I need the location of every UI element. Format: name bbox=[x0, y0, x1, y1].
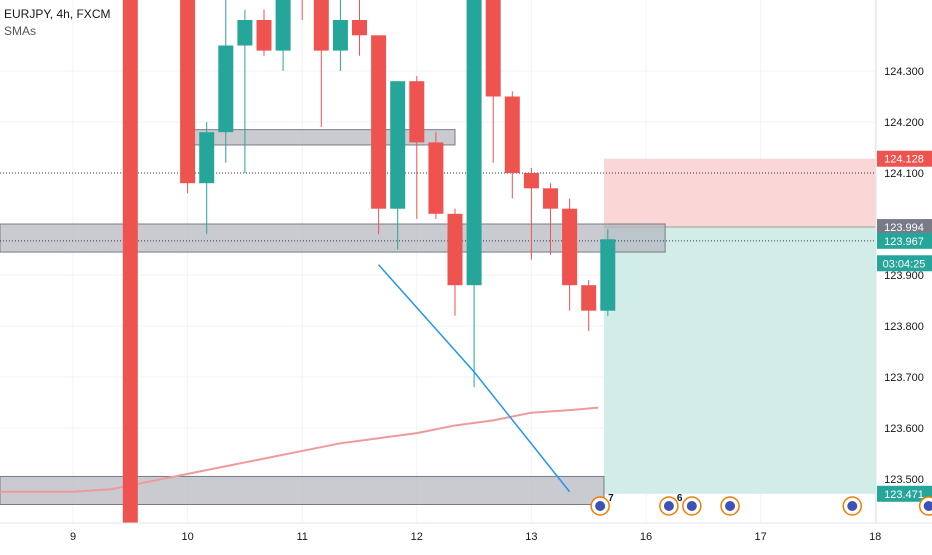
price-label-tag bbox=[877, 150, 932, 167]
candle-body-down bbox=[543, 188, 558, 209]
time-axis-panel bbox=[0, 523, 932, 550]
event-marker-dot bbox=[847, 501, 858, 511]
date-tick-label: 13 bbox=[525, 531, 537, 543]
date-tick-label: 12 bbox=[411, 531, 423, 543]
candle-body-down bbox=[562, 208, 578, 286]
price-label-tag bbox=[877, 232, 932, 249]
candle-body-up bbox=[199, 132, 215, 184]
candle-body-down bbox=[371, 35, 387, 209]
date-tick-label: 18 bbox=[869, 531, 881, 543]
sma-line bbox=[0, 406, 599, 493]
candle-body-down bbox=[447, 213, 463, 286]
event-marker-dot bbox=[595, 501, 606, 511]
take-profit-zone bbox=[603, 227, 876, 494]
legend-symbol[interactable]: EURJPY, 4h, FXCM bbox=[4, 7, 111, 21]
price-label-tag bbox=[877, 255, 932, 272]
price-label-text: 123.967 bbox=[884, 236, 924, 248]
resistance-zone-middle bbox=[0, 223, 666, 253]
price-tick-label: 123.800 bbox=[884, 321, 924, 333]
price-label-text: 124.128 bbox=[884, 154, 924, 166]
stop-loss-zone bbox=[603, 158, 876, 228]
candle-body-up bbox=[218, 45, 234, 133]
candle-body-up bbox=[390, 81, 406, 209]
candle-body-up bbox=[466, 0, 482, 286]
candle-body-down bbox=[256, 20, 272, 51]
candle-body-down bbox=[523, 173, 539, 189]
candle-body-down bbox=[504, 96, 520, 173]
candle-body-up bbox=[600, 239, 616, 311]
date-tick-label: 16 bbox=[640, 531, 652, 543]
price-axis-panel bbox=[876, 0, 932, 550]
date-tick-label: 10 bbox=[181, 531, 193, 543]
event-marker-dot bbox=[725, 501, 736, 511]
candle-body-down bbox=[313, 0, 329, 51]
candle-body-down bbox=[428, 142, 444, 214]
price-tick-label: 123.600 bbox=[884, 423, 924, 435]
trend-line bbox=[378, 264, 571, 493]
candle-body-down bbox=[485, 0, 501, 97]
candle-body-down bbox=[122, 0, 138, 555]
price-tick-label: 124.100 bbox=[884, 168, 924, 180]
candle-body-down bbox=[409, 81, 425, 143]
date-tick-label: 11 bbox=[296, 531, 307, 543]
price-label-tag bbox=[877, 485, 932, 502]
price-label-text: 123.994 bbox=[884, 222, 924, 234]
candle-body-down bbox=[352, 20, 367, 36]
candle-body-down bbox=[180, 0, 196, 184]
event-marker-count: 7 bbox=[608, 493, 614, 504]
candle-body-up bbox=[275, 0, 291, 51]
date-tick-label: 9 bbox=[70, 531, 76, 543]
legend-indicator[interactable]: SMAs bbox=[4, 24, 37, 38]
price-tick-label: 123.900 bbox=[884, 270, 924, 282]
event-marker-dot bbox=[923, 501, 932, 511]
price-tick-label: 123.700 bbox=[884, 372, 924, 384]
candle-body-up bbox=[332, 20, 348, 51]
price-label-text: 123.471 bbox=[884, 489, 924, 501]
price-tick-label: 124.200 bbox=[884, 117, 924, 129]
price-tick-label: 124.300 bbox=[884, 66, 924, 78]
price-tick-label: 123.500 bbox=[884, 474, 924, 486]
price-label-tag bbox=[877, 219, 932, 236]
date-tick-label: 17 bbox=[754, 531, 766, 543]
event-marker-dot bbox=[663, 501, 674, 511]
candle-body-up bbox=[237, 20, 253, 46]
candle-body-down bbox=[581, 285, 597, 311]
price-label-text: 03:04:25 bbox=[883, 258, 926, 270]
chart-legend: EURJPY, 4h, FXCM SMAs bbox=[4, 6, 110, 40]
event-marker-count: 6 bbox=[677, 493, 683, 504]
event-marker-dot bbox=[686, 501, 697, 511]
